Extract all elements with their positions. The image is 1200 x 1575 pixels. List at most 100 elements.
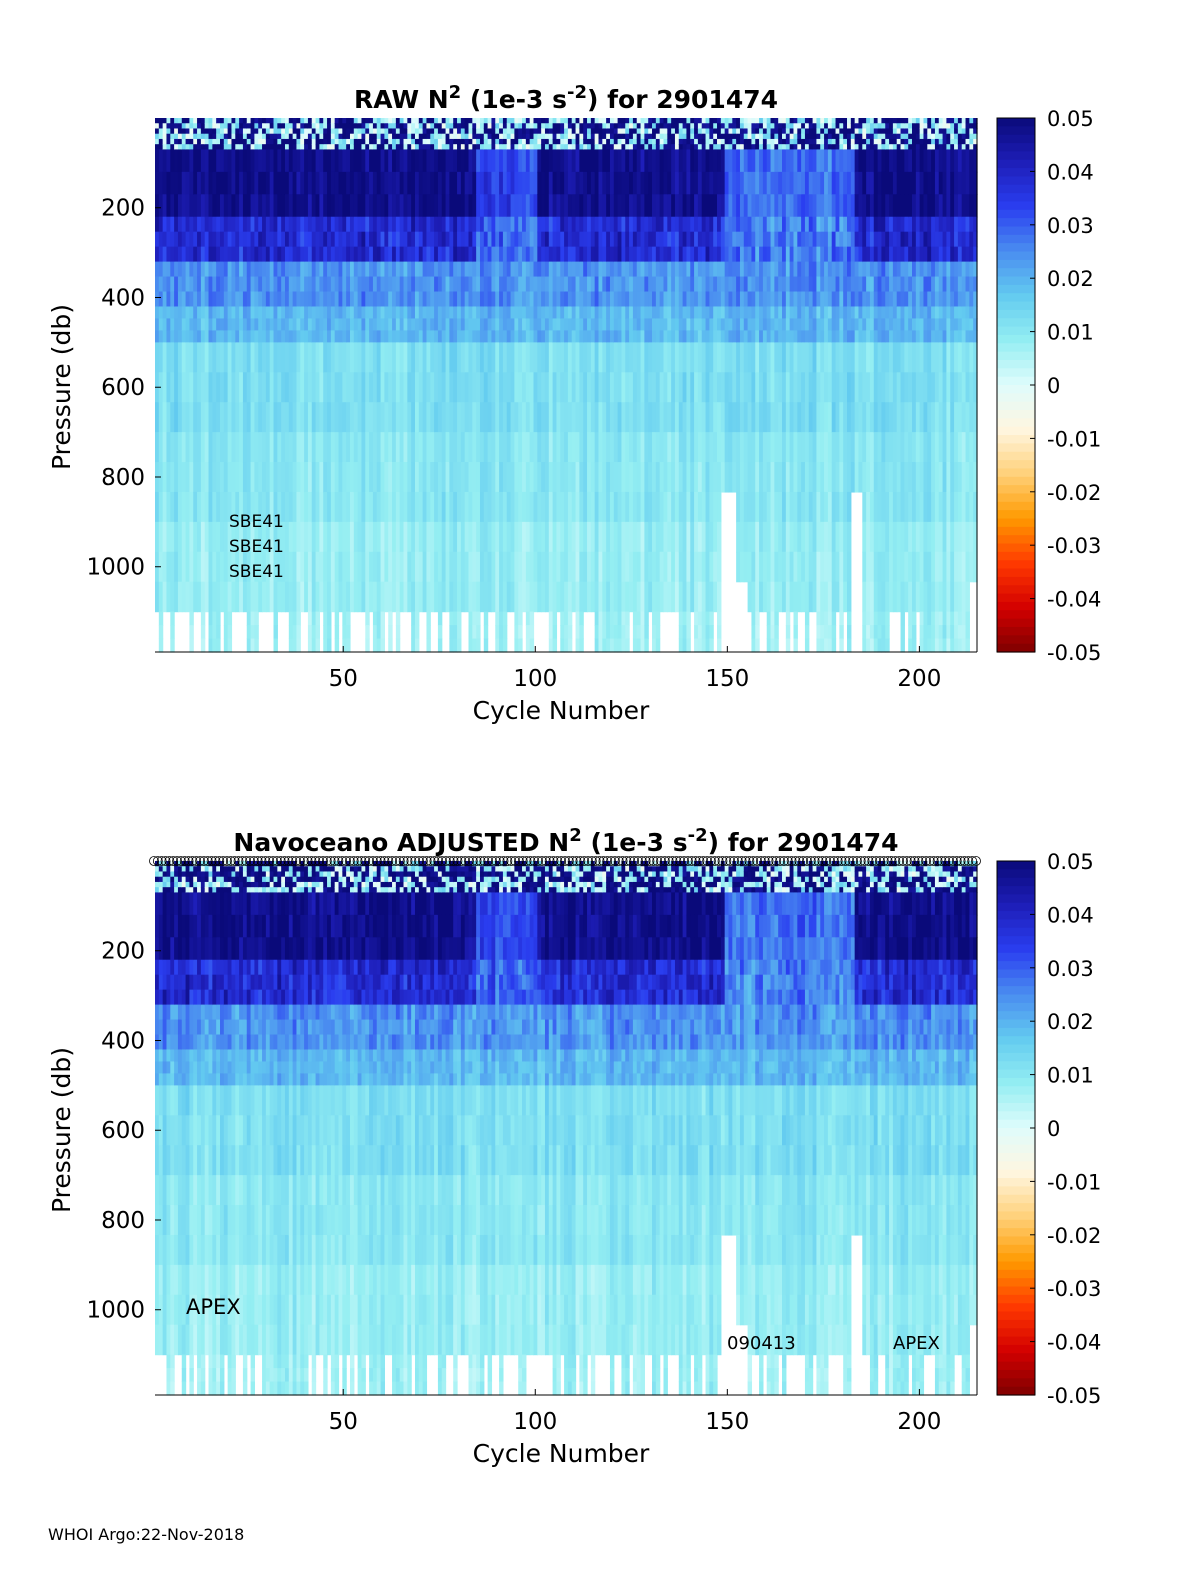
heatmap-cell bbox=[678, 330, 684, 343]
heatmap-cell bbox=[388, 581, 393, 613]
heatmap-cell bbox=[495, 261, 500, 278]
heatmap-cell bbox=[399, 149, 405, 173]
heatmap-cell bbox=[759, 133, 764, 140]
heatmap-cell bbox=[575, 581, 580, 613]
heatmap-cell bbox=[617, 330, 623, 343]
heatmap-cell bbox=[613, 194, 619, 218]
heatmap-cell bbox=[682, 123, 688, 130]
heatmap-cell bbox=[701, 276, 707, 293]
heatmap-cell bbox=[743, 118, 749, 124]
heatmap-cell bbox=[372, 171, 378, 195]
heatmap-cell bbox=[212, 462, 217, 493]
heatmap-cell bbox=[525, 276, 531, 293]
heatmap-cell bbox=[414, 123, 420, 130]
heatmap-cell bbox=[369, 138, 374, 145]
heatmap-cell bbox=[380, 551, 385, 583]
heatmap-cell bbox=[743, 330, 749, 343]
heatmap-cell bbox=[166, 144, 171, 151]
heatmap-cell bbox=[525, 402, 531, 433]
heatmap-cell bbox=[606, 306, 611, 320]
heatmap-cell bbox=[743, 261, 749, 278]
heatmap-cell bbox=[296, 194, 301, 218]
heatmap-cell bbox=[648, 330, 653, 343]
heatmap-cell bbox=[587, 216, 592, 233]
heatmap-cell bbox=[300, 149, 305, 173]
heatmap-cell bbox=[353, 231, 359, 248]
heatmap-cell bbox=[518, 128, 523, 135]
heatmap-cell bbox=[625, 625, 630, 640]
heatmap-cell bbox=[709, 194, 714, 218]
heatmap-cell bbox=[762, 149, 768, 173]
heatmap-cell bbox=[434, 171, 439, 195]
heatmap-cell bbox=[598, 625, 603, 640]
heatmap-cell bbox=[713, 318, 718, 332]
heatmap-cell bbox=[193, 194, 198, 218]
heatmap-cell bbox=[812, 372, 818, 403]
heatmap-cell bbox=[479, 231, 485, 248]
heatmap-cell bbox=[220, 276, 225, 293]
heatmap-cell bbox=[189, 149, 194, 173]
heatmap-cell bbox=[667, 462, 672, 493]
heatmap-cell bbox=[273, 231, 278, 248]
heatmap-cell bbox=[369, 551, 374, 583]
heatmap-cell bbox=[346, 171, 351, 195]
heatmap-cell bbox=[713, 133, 718, 140]
heatmap-cell bbox=[674, 246, 680, 263]
heatmap-cell bbox=[625, 276, 630, 293]
heatmap-cell bbox=[250, 149, 255, 173]
heatmap-cell bbox=[594, 216, 600, 233]
heatmap-cell bbox=[300, 342, 305, 373]
heatmap-cell bbox=[499, 231, 504, 248]
heatmap-cell bbox=[644, 432, 649, 463]
heatmap-cell bbox=[782, 432, 787, 463]
heatmap-cell bbox=[445, 138, 450, 145]
heatmap-cell bbox=[212, 372, 217, 403]
heatmap-cell bbox=[567, 123, 573, 130]
heatmap-cell bbox=[717, 372, 722, 403]
heatmap-cell bbox=[533, 216, 538, 233]
heatmap-cell bbox=[797, 128, 802, 135]
heatmap-cell bbox=[380, 611, 385, 626]
heatmap-cell bbox=[177, 402, 183, 433]
heatmap-cell bbox=[265, 144, 271, 151]
heatmap-cell bbox=[430, 432, 435, 463]
heatmap-cell bbox=[648, 342, 653, 373]
heatmap-cell bbox=[181, 551, 187, 583]
heatmap-cell bbox=[701, 133, 707, 140]
heatmap-cell bbox=[594, 521, 600, 553]
heatmap-cell bbox=[732, 144, 737, 151]
heatmap-cell bbox=[231, 581, 236, 613]
heatmap-cell bbox=[445, 123, 450, 130]
heatmap-cell bbox=[262, 291, 267, 308]
heatmap-cell bbox=[575, 402, 580, 433]
heatmap-cell bbox=[525, 128, 531, 135]
heatmap-cell bbox=[319, 246, 324, 263]
heatmap-cell bbox=[174, 581, 179, 613]
heatmap-cell bbox=[766, 551, 772, 583]
heatmap-cell bbox=[808, 306, 814, 320]
heatmap-cell bbox=[824, 149, 829, 173]
heatmap-cell bbox=[399, 318, 405, 332]
heatmap-cell bbox=[720, 144, 726, 151]
heatmap-cell bbox=[789, 491, 795, 523]
heatmap-cell bbox=[812, 261, 818, 278]
heatmap-cell bbox=[411, 638, 416, 653]
heatmap-cell bbox=[284, 291, 290, 308]
heatmap-cell bbox=[334, 133, 340, 140]
heatmap-cell bbox=[808, 372, 814, 403]
heatmap-cell bbox=[636, 149, 642, 173]
heatmap-cell bbox=[200, 133, 206, 140]
heatmap-cell bbox=[755, 581, 760, 613]
heatmap-cell bbox=[525, 625, 531, 640]
heatmap-cell bbox=[323, 261, 328, 278]
heatmap-cell bbox=[564, 372, 569, 403]
heatmap-cell bbox=[518, 261, 523, 278]
heatmap-cell bbox=[407, 171, 412, 195]
heatmap-cell bbox=[395, 128, 401, 135]
heatmap-cell bbox=[269, 402, 275, 433]
heatmap-cell bbox=[315, 306, 320, 320]
heatmap-cell bbox=[311, 306, 317, 320]
heatmap-cell bbox=[697, 372, 703, 403]
heatmap-cell bbox=[223, 123, 229, 130]
heatmap-cell bbox=[311, 291, 317, 308]
